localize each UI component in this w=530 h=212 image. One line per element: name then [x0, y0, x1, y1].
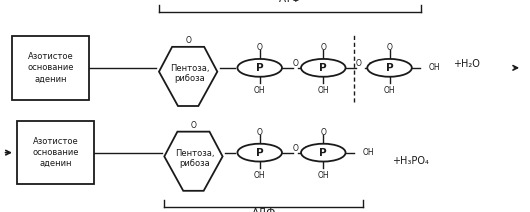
Text: ОН: ОН	[254, 86, 266, 95]
Text: P: P	[256, 148, 263, 158]
Text: O: O	[292, 59, 298, 68]
Text: O: O	[257, 43, 263, 52]
Polygon shape	[164, 132, 223, 191]
Text: ~: ~	[367, 59, 377, 69]
Text: ОН: ОН	[363, 148, 374, 157]
FancyBboxPatch shape	[17, 121, 94, 184]
Ellipse shape	[301, 59, 346, 77]
Text: +H₃PO₄: +H₃PO₄	[392, 156, 429, 166]
Text: ОН: ОН	[429, 63, 440, 72]
Ellipse shape	[237, 59, 282, 77]
FancyBboxPatch shape	[12, 36, 89, 100]
Text: P: P	[256, 63, 263, 73]
Text: Пентоза,
рибоза: Пентоза, рибоза	[170, 64, 209, 83]
Text: АТФ: АТФ	[279, 0, 302, 4]
Text: O: O	[292, 144, 298, 153]
Ellipse shape	[237, 144, 282, 162]
Text: O: O	[356, 59, 362, 68]
Text: O: O	[190, 121, 197, 130]
Text: ~: ~	[304, 143, 313, 153]
Ellipse shape	[367, 59, 412, 77]
Text: +H₂O: +H₂O	[453, 59, 480, 69]
Text: Азотистое
основание
аденин: Азотистое основание аденин	[27, 52, 74, 84]
Text: ОН: ОН	[317, 86, 329, 95]
Text: O: O	[320, 128, 326, 137]
Polygon shape	[159, 47, 217, 106]
Text: ОН: ОН	[254, 171, 266, 180]
Text: ОН: ОН	[384, 86, 395, 95]
Text: P: P	[320, 148, 327, 158]
Text: ~: ~	[304, 59, 313, 69]
Text: ОН: ОН	[317, 171, 329, 180]
Text: O: O	[386, 43, 393, 52]
Text: P: P	[386, 63, 393, 73]
Text: Азотистое
основание
аденин: Азотистое основание аденин	[32, 137, 79, 168]
Text: O: O	[257, 128, 263, 137]
Text: Пентоза,
рибоза: Пентоза, рибоза	[175, 149, 215, 168]
Text: АДФ: АДФ	[252, 208, 276, 212]
Text: O: O	[185, 36, 191, 45]
Text: O: O	[320, 43, 326, 52]
Ellipse shape	[301, 144, 346, 162]
Text: P: P	[320, 63, 327, 73]
